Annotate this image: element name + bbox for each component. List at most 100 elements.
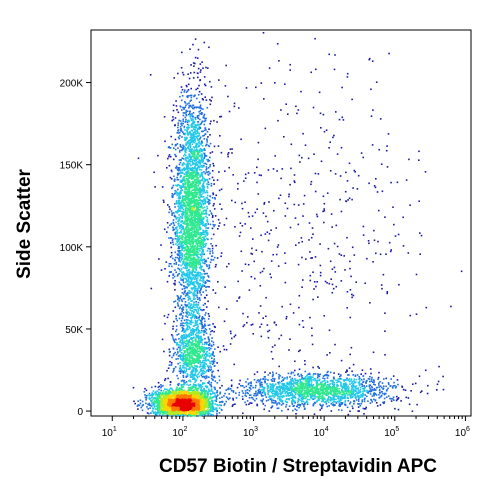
event-dot [210,381,213,384]
event-dot [202,162,205,165]
event-dot [191,265,194,268]
event-dot [197,231,199,234]
event-dot [220,188,223,191]
event-dot [198,343,201,345]
event-dot [196,322,198,324]
event-dot [191,304,193,306]
event-dot [204,282,206,284]
event-dot [189,72,192,74]
event-dot [208,339,210,341]
event-dot [185,311,187,314]
event-dot [180,99,183,102]
event-dot [183,133,186,135]
event-dot [179,270,181,272]
event-dot [199,355,201,358]
event-dot [193,329,196,332]
event-dot [179,354,182,356]
event-dot [169,392,171,395]
event-dot [188,104,190,107]
event-dot [175,353,178,356]
event-dot [211,216,214,219]
event-dot [190,200,192,202]
event-dot [190,331,192,334]
event-dot [187,120,189,122]
event-dot [170,363,173,366]
event-dot [209,392,212,395]
event-dot [192,112,195,114]
event-dot [186,207,189,210]
event-dot [200,211,203,213]
event-dot [182,347,184,349]
event-dot [198,267,201,269]
event-dot [212,354,214,356]
event-dot [188,290,191,292]
event-dot [191,181,194,183]
event-dot [198,242,200,245]
event-dot [179,361,181,364]
event-dot [184,303,186,306]
event-dot [185,258,187,261]
event-dot [205,386,208,389]
event-dot [191,139,193,141]
event-dot [184,240,186,243]
event-dot [200,346,202,348]
event-dot [208,170,210,173]
event-dot [191,148,193,150]
event-dot [175,105,178,107]
event-dot [166,167,168,169]
event-dot [210,185,213,187]
event-dot [189,224,191,227]
event-dot [211,414,213,416]
event-dot [196,220,198,223]
event-dot [182,266,185,269]
event-dot [202,152,205,155]
event-dot [192,386,195,389]
event-dot [193,141,196,144]
event-dot [197,362,200,365]
event-dot [206,191,209,194]
event-dot [189,212,192,214]
event-dot [187,365,190,368]
event-dot [192,104,194,107]
event-dot [180,256,182,259]
event-dot [196,142,198,145]
event-dot [193,170,195,172]
event-dot [205,289,207,292]
event-dot [193,181,195,184]
event-dot [193,360,195,363]
event-dot [202,207,204,209]
event-dot [194,365,196,367]
event-dot [197,239,199,241]
event-dot [209,172,211,175]
event-dot [192,253,195,256]
event-dot [194,140,197,142]
event-dot [178,225,181,227]
event-dot [183,136,186,139]
event-dot [187,311,189,313]
event-dot [176,193,178,195]
event-dot [214,365,216,367]
event-dot [182,114,185,117]
event-dot [188,273,190,276]
event-dot [196,163,198,166]
event-dot [192,262,194,264]
event-dot [179,366,182,369]
event-dot [182,306,185,308]
event-dot [186,133,189,135]
event-dot [207,257,209,260]
event-dot [191,211,194,214]
event-dot [205,144,207,147]
event-dot [183,336,186,338]
event-dot [179,215,182,218]
event-dot [187,326,189,328]
event-dot [168,275,170,277]
event-dot [177,383,179,386]
event-dot [191,213,193,216]
event-dot [201,284,204,287]
event-dot [173,215,176,218]
event-dot [198,371,201,374]
event-dot [195,135,198,138]
event-dot [186,335,188,337]
event-dot [183,223,185,225]
event-dot [187,285,189,287]
